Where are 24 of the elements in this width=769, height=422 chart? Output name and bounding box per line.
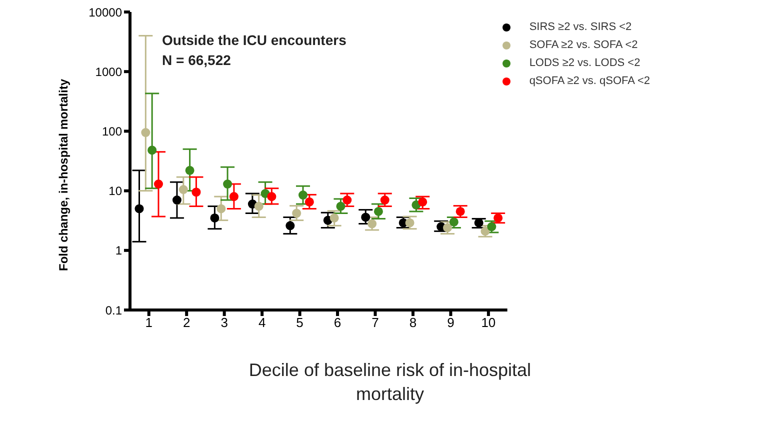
x-tick-label: 9 (447, 315, 454, 330)
x-tick-label: 2 (182, 315, 190, 330)
text: Outside the ICU encounters (162, 31, 346, 50)
legend-label: LODS ≥2 vs. LODS <2 (529, 56, 640, 71)
x-tick-label: 8 (409, 315, 417, 330)
x-tick-label: 7 (372, 315, 379, 330)
y-tick-label: 1 (115, 244, 122, 258)
y-tick-label: 0.1 (105, 303, 122, 318)
legend-label: SOFA ≥2 vs. SOFA <2 (529, 38, 638, 53)
y-tick-label: 10 (108, 184, 122, 198)
y-tick-label: 1000 (95, 64, 122, 79)
y-tick-label: 100 (102, 124, 122, 138)
x-tick-label: 4 (258, 315, 266, 330)
legend-label: qSOFA ≥2 vs. qSOFA <2 (529, 74, 650, 89)
x-axis-title: Decile of baseline risk of in-hospital mortality (248, 359, 532, 406)
x-tick-label: 6 (334, 315, 342, 330)
x-tick-label: 10 (481, 315, 496, 330)
y-axis-title: Fold change, in-hospital mortality (56, 78, 70, 271)
x-tick-label: 1 (145, 315, 152, 330)
legend-label: SIRS ≥2 vs. SIRS <2 (529, 20, 632, 35)
x-tick-label: 3 (220, 315, 228, 330)
text: N = 66,522 (162, 51, 232, 70)
x-tick-label: 5 (296, 315, 304, 330)
y-tick-label: 10000 (88, 5, 122, 20)
